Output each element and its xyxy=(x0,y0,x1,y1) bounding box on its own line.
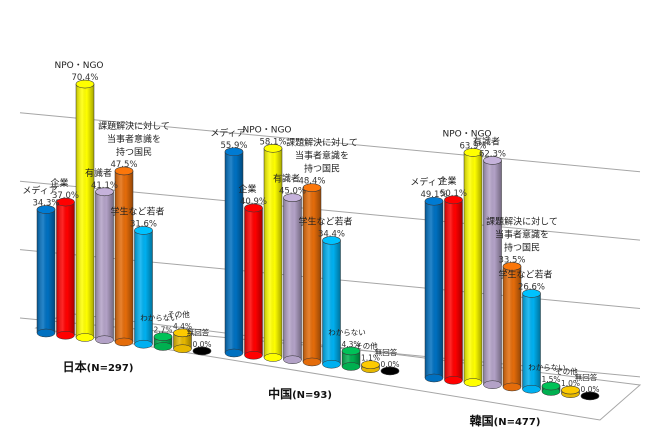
value-label: 55.9% xyxy=(220,141,247,151)
bar-cylinder xyxy=(263,144,283,362)
value-label: 47.5% xyxy=(110,160,137,170)
value-label: 58.1% xyxy=(259,137,286,147)
data-labels: メディア 34.3% 企業 37.0% NPO・NGO 70.4% 有識者 41.1% 課題解決… xyxy=(22,61,599,394)
bar-cylinder xyxy=(561,385,580,398)
series-label: 無回答 xyxy=(187,327,210,337)
value-label: 33.5% xyxy=(498,255,525,265)
bar-cylinder xyxy=(134,226,153,349)
series-label: 企業 xyxy=(238,183,256,195)
series-label: 有識者 xyxy=(273,173,300,185)
series-label: その他 xyxy=(355,341,378,351)
value-label: 48.4% xyxy=(298,177,325,187)
series-label: 有識者 xyxy=(473,135,500,147)
series-label: 課題解決に対して xyxy=(98,120,170,132)
bar-cylinder xyxy=(283,193,302,364)
bar-cylinder xyxy=(36,205,56,338)
series-label: 有識者 xyxy=(85,167,112,179)
value-label: 45.0% xyxy=(279,187,306,197)
value-label: 4.3% xyxy=(341,340,360,349)
series-label: 学生など若者 xyxy=(298,215,352,227)
value-label: 34.3% xyxy=(32,199,59,209)
series-label: 当事者意識を xyxy=(107,133,161,145)
series-label: 無回答 xyxy=(375,347,398,357)
value-label: 2.7% xyxy=(153,326,172,335)
bar-cylinder xyxy=(75,79,95,342)
series-label: わからない xyxy=(328,328,366,337)
series-label: 当事者意識を xyxy=(295,150,349,162)
series-label: NPO・NGO xyxy=(242,125,291,135)
series-label: 持つ国民 xyxy=(116,146,152,158)
bar-cylinder xyxy=(541,381,561,396)
bar-cylinder xyxy=(522,289,541,394)
value-label: 0.0% xyxy=(580,385,599,394)
series-label: 学生など若者 xyxy=(498,268,552,280)
series-label: メディア xyxy=(22,185,57,197)
series-label: 学生など若者 xyxy=(110,205,164,217)
bar-cylinder xyxy=(483,156,502,389)
bar-cylinder xyxy=(341,346,361,371)
bar-cylinder xyxy=(114,166,134,347)
bar-cylinder xyxy=(153,332,173,351)
series-label: 企業 xyxy=(50,177,68,189)
series-label: NPO・NGO xyxy=(442,129,491,139)
bar-cylinder xyxy=(444,195,463,385)
series-label: わからない xyxy=(140,314,178,323)
series-label: 無回答 xyxy=(575,372,598,382)
value-label: 26.6% xyxy=(518,282,545,292)
bar-cylinder xyxy=(56,197,75,340)
group-label: 韓国(N=477) xyxy=(470,413,541,428)
series-label: 課題解決に対して xyxy=(486,215,558,227)
value-label: 1.1% xyxy=(361,354,380,363)
chart-floor xyxy=(34,312,642,421)
series-label: NPO・NGO xyxy=(54,61,103,71)
group-axis-labels: 日本(N=297) 中国(N=93) 韓国(N=477) xyxy=(63,359,541,428)
value-label: 37.0% xyxy=(52,191,79,201)
bar-cylinder xyxy=(322,236,341,369)
series-label: 当事者意識を xyxy=(495,228,549,240)
group-label: 中国(N=93) xyxy=(268,386,332,401)
bar-cylinder xyxy=(580,391,600,401)
bar-cylinder xyxy=(502,262,522,392)
bar-cylinder xyxy=(173,328,192,353)
value-label: 1.0% xyxy=(561,379,580,388)
value-label: 70.4% xyxy=(71,73,98,83)
bar-cylinder xyxy=(463,148,483,387)
value-label: 1.5% xyxy=(541,375,560,384)
bar-cylinder xyxy=(424,196,444,383)
group-label: 日本(N=297) xyxy=(63,359,134,374)
gridline xyxy=(19,112,641,173)
value-label: 0.0% xyxy=(192,340,211,349)
value-label: 40.9% xyxy=(240,197,267,207)
series-label: 企業 xyxy=(438,175,456,187)
bar-cylinder xyxy=(95,187,114,344)
series-label: その他 xyxy=(555,366,578,376)
bar-cylinder xyxy=(224,147,244,358)
value-label: 4.4% xyxy=(173,322,192,331)
series-label: メディア xyxy=(210,127,245,139)
value-label: 0.0% xyxy=(380,360,399,369)
series-label: その他 xyxy=(167,309,190,319)
series-label: わからない xyxy=(528,363,566,372)
bar-cylinder xyxy=(192,346,212,356)
value-label: 50.1% xyxy=(440,189,467,199)
bar-cylinder xyxy=(380,366,400,376)
value-label: 34.4% xyxy=(318,229,345,239)
series-label: 持つ国民 xyxy=(504,241,540,253)
value-label: 49.1% xyxy=(420,190,447,200)
bar-cylinder xyxy=(302,183,322,367)
bars xyxy=(36,79,600,401)
series-label: 課題解決に対して xyxy=(286,137,358,149)
value-label: 31.6% xyxy=(130,219,157,229)
floor-outline xyxy=(34,312,642,421)
bar-cylinder xyxy=(244,203,263,360)
series-label: 持つ国民 xyxy=(304,163,340,175)
value-label: 63.9% xyxy=(459,141,486,151)
bar-cylinder xyxy=(361,360,380,373)
value-label: 41.1% xyxy=(91,181,118,191)
series-label: メディア xyxy=(410,176,445,188)
value-label: 62.3% xyxy=(479,149,506,159)
